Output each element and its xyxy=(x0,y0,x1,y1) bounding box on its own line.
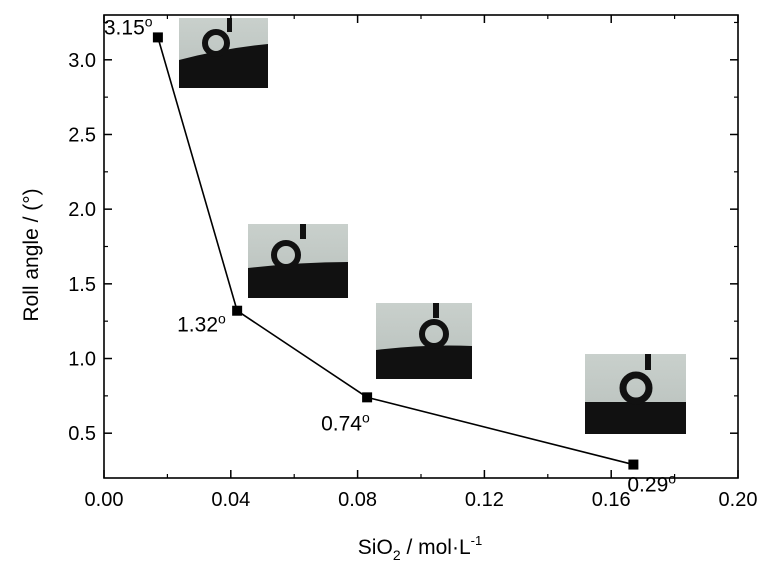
x-tick-label: 0.20 xyxy=(719,489,758,511)
x-axis-ticks: 0.00 0.04 0.08 0.12 0.16 0.20 xyxy=(85,15,758,511)
degree-symbol: o xyxy=(145,13,153,29)
y-tick-label: 1.0 xyxy=(68,349,96,371)
data-label: 0.74o xyxy=(321,409,370,435)
degree-symbol: o xyxy=(668,471,676,487)
x-tick-label: 0.12 xyxy=(465,489,504,511)
droplet-photo-1 xyxy=(179,18,268,88)
droplet-photo-4 xyxy=(585,354,686,434)
x-tick-label: 0.16 xyxy=(592,489,631,511)
series-line xyxy=(157,37,634,466)
x-axis-title: SiO2 / mol·L-1 xyxy=(358,533,482,563)
data-label-value: 0.74 xyxy=(321,412,362,435)
degree-symbol: o xyxy=(362,409,370,425)
data-label: 3.15o xyxy=(104,13,153,39)
y-tick-label: 3.0 xyxy=(68,50,96,72)
data-point xyxy=(232,305,243,316)
data-label-value: 1.32 xyxy=(177,314,218,337)
x-axis-title-superscript: -1 xyxy=(471,533,483,548)
degree-symbol: o xyxy=(218,311,226,327)
y-tick-label: 2.5 xyxy=(68,124,96,146)
x-tick-label: 0.08 xyxy=(338,489,377,511)
y-axis-ticks: 0.5 1.0 1.5 2.0 2.5 3.0 xyxy=(68,21,738,445)
x-tick-label: 0.00 xyxy=(85,489,124,511)
data-label: 0.29o xyxy=(627,471,676,497)
y-tick-label: 2.0 xyxy=(68,199,96,221)
data-label-value: 3.15 xyxy=(104,16,145,39)
y-tick-label: 0.5 xyxy=(68,423,96,445)
x-tick-label: 0.04 xyxy=(211,489,250,511)
data-series xyxy=(152,32,639,470)
x-axis-title-subscript: 2 xyxy=(393,547,401,563)
data-label: 1.32o xyxy=(177,311,226,337)
data-label-value: 0.29 xyxy=(627,474,668,497)
y-tick-label: 1.5 xyxy=(68,274,96,296)
data-point xyxy=(628,459,639,470)
y-axis-title: Roll angle / (°) xyxy=(20,188,43,321)
data-point xyxy=(362,392,373,403)
x-axis-title-unit: / mol·L xyxy=(401,536,471,559)
x-axis-title-base: SiO xyxy=(358,536,393,559)
droplet-photo-2 xyxy=(248,224,348,298)
droplet-photo-3 xyxy=(376,303,472,379)
data-point xyxy=(152,32,163,43)
